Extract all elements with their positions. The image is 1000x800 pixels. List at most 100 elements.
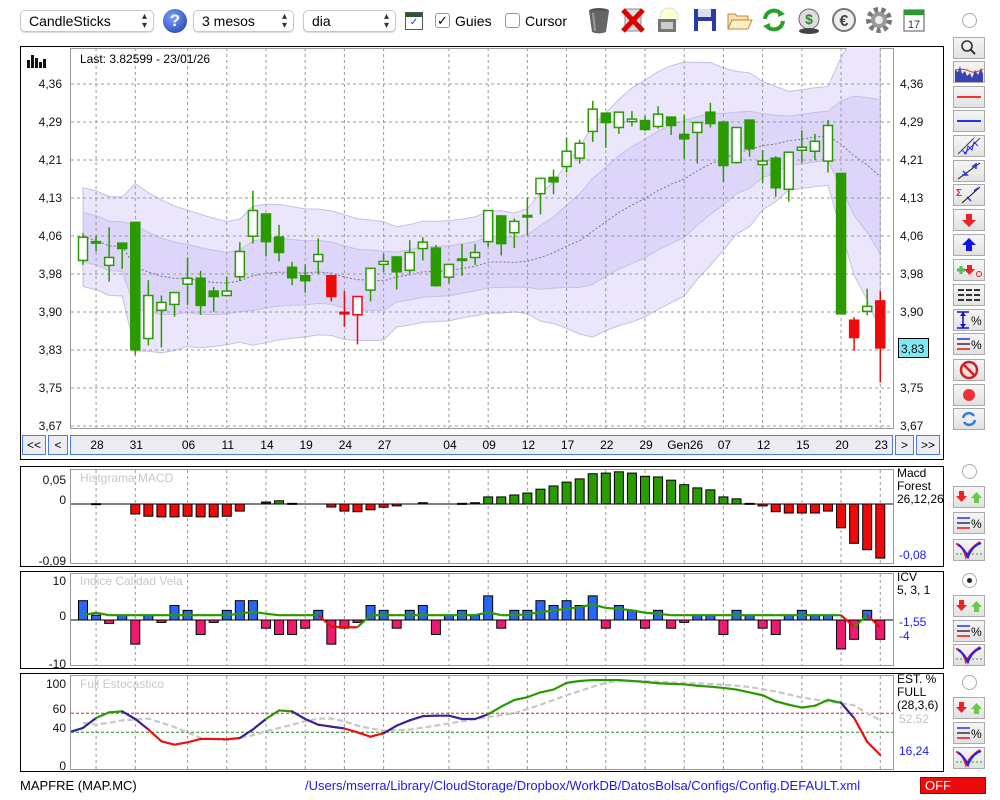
candle-body — [103, 256, 115, 267]
calendar-icon[interactable]: 17 — [899, 5, 929, 35]
icv-bar — [91, 614, 102, 621]
trash-icon[interactable] — [584, 5, 614, 35]
scroll-last-button[interactable]: >> — [916, 435, 940, 455]
icv-line-segment — [95, 611, 110, 617]
dollar-refresh-icon[interactable]: $ — [794, 5, 824, 35]
cursor-checkbox[interactable] — [505, 13, 520, 28]
interval-select[interactable]: dia ▴ ▾ — [303, 10, 396, 32]
date-label: 04 — [443, 438, 457, 452]
date-label: 22 — [600, 438, 614, 452]
candle — [404, 240, 415, 274]
period-select[interactable]: 3 mesos ▴ ▾ — [193, 10, 294, 32]
macd-bar — [640, 475, 651, 505]
main-panel-radio[interactable] — [962, 13, 977, 28]
bollinger-mid-line — [82, 135, 881, 284]
buy-signal-button[interactable] — [953, 234, 985, 256]
gear-icon[interactable] — [864, 5, 894, 35]
clear-button[interactable] — [953, 359, 985, 381]
sync-button[interactable] — [953, 408, 985, 430]
record-button[interactable] — [953, 384, 985, 406]
scroll-prev-button[interactable]: < — [48, 435, 68, 455]
price-tick-right: 4,13 — [900, 191, 924, 205]
levels-percent-icon: % — [957, 727, 982, 741]
config-path-link[interactable]: /Users/mserra/Library/CloudStorage/Dropb… — [305, 778, 861, 793]
open-folder-icon[interactable] — [724, 5, 754, 35]
macd-value: -0,08 — [899, 548, 927, 562]
icv-oscillator-button[interactable] — [953, 644, 985, 666]
red-line-button[interactable] — [953, 86, 985, 108]
icv-signals-button[interactable] — [953, 595, 985, 617]
sigma-trendline-button[interactable]: Σ — [953, 184, 985, 206]
oscillator-icon — [955, 541, 982, 560]
date-label: 12 — [521, 438, 536, 452]
help-icon[interactable]: ? — [163, 9, 187, 33]
no-entry-icon — [959, 360, 979, 380]
stoch-k-segment — [121, 710, 137, 721]
macd-bar — [574, 478, 585, 505]
macd-bar — [561, 481, 572, 505]
scroll-first-button[interactable]: << — [22, 435, 46, 455]
levels-percent-button[interactable]: % — [953, 333, 985, 355]
refresh-icon[interactable] — [759, 5, 789, 35]
icv-panel-radio[interactable] — [962, 573, 977, 588]
icv-levels-button[interactable]: % — [953, 620, 985, 642]
icv-tick: 0 — [59, 609, 66, 623]
range-percent-button[interactable]: % — [953, 309, 985, 331]
date-label: 28 — [90, 438, 104, 452]
price-tick-left: 3,67 — [39, 419, 63, 433]
candle-body — [391, 256, 402, 273]
chart-type-select[interactable]: CandleSticks ▴ ▾ — [20, 10, 154, 32]
guides-checkbox[interactable]: ✓ — [435, 13, 450, 28]
stoch-signals-button[interactable] — [953, 697, 985, 719]
icv-bar — [326, 619, 337, 645]
save-icon[interactable] — [690, 5, 720, 35]
candle-body — [116, 242, 128, 250]
price-tick-right: 3,90 — [900, 305, 924, 319]
sell-signal-button[interactable] — [953, 209, 985, 231]
connection-status-badge[interactable]: OFF — [920, 777, 986, 794]
chart-window-icon[interactable]: ✓ — [405, 12, 423, 30]
candle — [469, 244, 481, 265]
stoch-d-value: 52,52 — [899, 712, 929, 726]
volume-chart-button[interactable] — [953, 61, 985, 83]
icv-bar — [587, 595, 598, 621]
macd-bar — [718, 496, 729, 505]
dashed-lines-button[interactable] — [953, 284, 985, 306]
candle — [652, 106, 664, 129]
down-up-arrows-icon — [956, 491, 982, 503]
stoch-levels-button[interactable]: % — [953, 722, 985, 744]
date-axis-strip[interactable]: 28 31 06 11 14 19 24 27 04 09 12 17 22 29 Gen26 07 12 15 2… — [70, 435, 893, 455]
stoch-k-segment — [565, 679, 581, 685]
candle-body — [796, 146, 808, 151]
stoch-oscillator-button[interactable] — [953, 747, 985, 769]
icv-bar — [234, 600, 245, 621]
scroll-next-button[interactable]: > — [895, 435, 914, 455]
lamp-icon[interactable] — [652, 5, 682, 35]
stoch-params: (28,3,6) — [897, 698, 938, 712]
delete-icon[interactable] — [618, 5, 648, 35]
stoch-panel-radio[interactable] — [962, 675, 977, 690]
signals-button[interactable] — [953, 259, 985, 281]
icv-bar — [156, 619, 167, 623]
stoch-k-segment — [696, 684, 712, 688]
channel-button[interactable] — [953, 135, 985, 157]
blue-line-button[interactable] — [953, 110, 985, 132]
macd-bar — [483, 496, 494, 505]
macd-bar — [470, 502, 481, 505]
zoom-button[interactable] — [953, 37, 985, 59]
candle — [116, 242, 128, 269]
macd-panel-radio[interactable] — [962, 464, 977, 479]
svg-text:17: 17 — [908, 19, 920, 31]
price-tick-right: 4,36 — [900, 77, 924, 91]
candle-body — [535, 177, 546, 195]
macd-levels-button[interactable]: % — [953, 512, 985, 534]
price-tick-right: 4,06 — [900, 229, 924, 243]
euro-icon[interactable]: € — [829, 5, 859, 35]
macd-oscillator-button[interactable] — [953, 539, 985, 561]
macd-signals-button[interactable] — [953, 486, 985, 508]
macd-bar — [836, 503, 847, 529]
trendline-button[interactable] — [953, 160, 985, 182]
stoch-k-segment — [500, 698, 516, 708]
bar-chart-icon[interactable] — [27, 55, 46, 68]
